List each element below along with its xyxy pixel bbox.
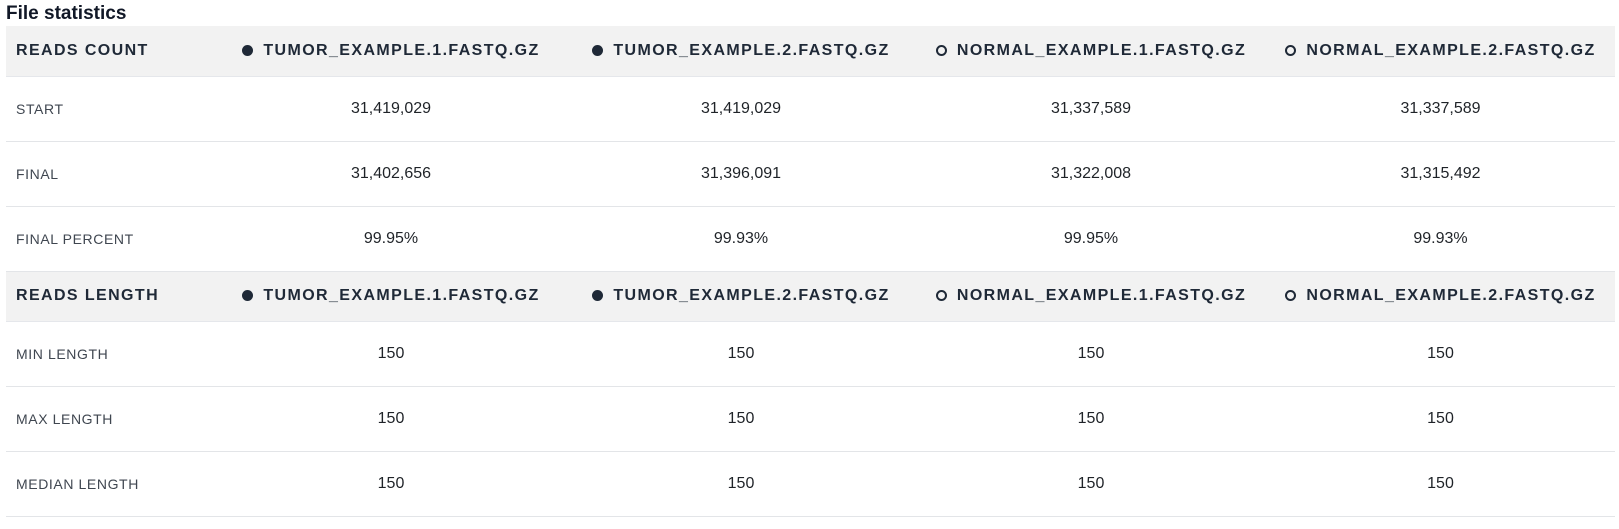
filled-circle-icon xyxy=(242,44,254,56)
file-column-header: NORMAL_EXAMPLE.2.FASTQ.GZ xyxy=(1266,271,1615,322)
cell-value: 150 xyxy=(1266,451,1615,517)
file-column-header: TUMOR_EXAMPLE.1.FASTQ.GZ xyxy=(216,271,566,322)
file-name: NORMAL_EXAMPLE.2.FASTQ.GZ xyxy=(1306,287,1596,304)
file-column-header: NORMAL_EXAMPLE.2.FASTQ.GZ xyxy=(1266,26,1615,77)
file-name: TUMOR_EXAMPLE.2.FASTQ.GZ xyxy=(613,287,890,304)
cell-value: 31,322,008 xyxy=(916,141,1266,207)
table-row: FINAL PERCENT 99.95% 99.93% 99.95% 99.93… xyxy=(6,206,1615,272)
cell-value: 31,315,492 xyxy=(1266,141,1615,207)
section-header-reads-length: READS LENGTH TUMOR_EXAMPLE.1.FASTQ.GZ TU… xyxy=(6,271,1615,322)
cell-value: 31,337,589 xyxy=(1266,76,1615,142)
cell-value: 99.95% xyxy=(916,206,1266,272)
hollow-circle-icon xyxy=(935,290,947,301)
section-title: READS LENGTH xyxy=(6,271,216,322)
table-row: MEDIAN LENGTH 150 150 150 150 xyxy=(6,451,1615,517)
file-name: NORMAL_EXAMPLE.1.FASTQ.GZ xyxy=(956,41,1247,59)
file-column-header: NORMAL_EXAMPLE.1.FASTQ.GZ xyxy=(916,26,1266,77)
table-row: MIN LENGTH 150 150 150 150 xyxy=(6,321,1615,387)
filled-circle-icon xyxy=(592,290,604,301)
hollow-circle-icon xyxy=(1285,44,1297,56)
file-column-header: TUMOR_EXAMPLE.2.FASTQ.GZ xyxy=(566,271,916,322)
file-column-header: TUMOR_EXAMPLE.2.FASTQ.GZ xyxy=(566,26,916,77)
table-row: MAX LENGTH 150 150 150 150 xyxy=(6,386,1615,452)
section-title: READS COUNT xyxy=(6,26,216,77)
row-label: MEDIAN LENGTH xyxy=(6,451,216,517)
row-label: START xyxy=(6,76,216,142)
cell-value: 31,419,029 xyxy=(566,76,916,142)
file-column-header: NORMAL_EXAMPLE.1.FASTQ.GZ xyxy=(916,271,1266,322)
filled-circle-icon xyxy=(592,44,604,56)
cell-value: 150 xyxy=(566,386,916,452)
cell-value: 150 xyxy=(1266,321,1615,387)
cell-value: 31,337,589 xyxy=(916,76,1266,142)
cell-value: 150 xyxy=(566,451,916,517)
row-label: MAX LENGTH xyxy=(6,386,216,452)
cell-value: 150 xyxy=(916,451,1266,517)
cell-value: 31,396,091 xyxy=(566,141,916,207)
cell-value: 150 xyxy=(216,321,566,387)
file-name: NORMAL_EXAMPLE.1.FASTQ.GZ xyxy=(956,287,1247,304)
file-name: NORMAL_EXAMPLE.2.FASTQ.GZ xyxy=(1306,41,1596,59)
hollow-circle-icon xyxy=(935,44,947,56)
row-label: FINAL PERCENT xyxy=(6,206,216,272)
row-label: MIN LENGTH xyxy=(6,321,216,387)
file-name: TUMOR_EXAMPLE.2.FASTQ.GZ xyxy=(613,41,890,59)
hollow-circle-icon xyxy=(1285,290,1297,301)
cell-value: 99.93% xyxy=(566,206,916,272)
table-row: START 31,419,029 31,419,029 31,337,589 3… xyxy=(6,76,1615,142)
cell-value: 31,402,656 xyxy=(216,141,566,207)
cell-value: 150 xyxy=(916,386,1266,452)
table-row: FINAL 31,402,656 31,396,091 31,322,008 3… xyxy=(6,141,1615,207)
cell-value: 99.93% xyxy=(1266,206,1615,272)
row-label: FINAL xyxy=(6,141,216,207)
cell-value: 150 xyxy=(216,386,566,452)
file-name: TUMOR_EXAMPLE.1.FASTQ.GZ xyxy=(263,41,540,59)
cell-value: 99.95% xyxy=(216,206,566,272)
file-name: TUMOR_EXAMPLE.1.FASTQ.GZ xyxy=(263,287,540,304)
file-statistics-table: READS COUNT TUMOR_EXAMPLE.1.FASTQ.GZ TUM… xyxy=(6,26,1615,517)
cell-value: 150 xyxy=(566,321,916,387)
page-title: File statistics xyxy=(6,3,127,24)
cell-value: 150 xyxy=(1266,386,1615,452)
cell-value: 150 xyxy=(916,321,1266,387)
section-header-reads-count: READS COUNT TUMOR_EXAMPLE.1.FASTQ.GZ TUM… xyxy=(6,26,1615,77)
file-column-header: TUMOR_EXAMPLE.1.FASTQ.GZ xyxy=(216,26,566,77)
filled-circle-icon xyxy=(242,290,254,301)
cell-value: 150 xyxy=(216,451,566,517)
cell-value: 31,419,029 xyxy=(216,76,566,142)
